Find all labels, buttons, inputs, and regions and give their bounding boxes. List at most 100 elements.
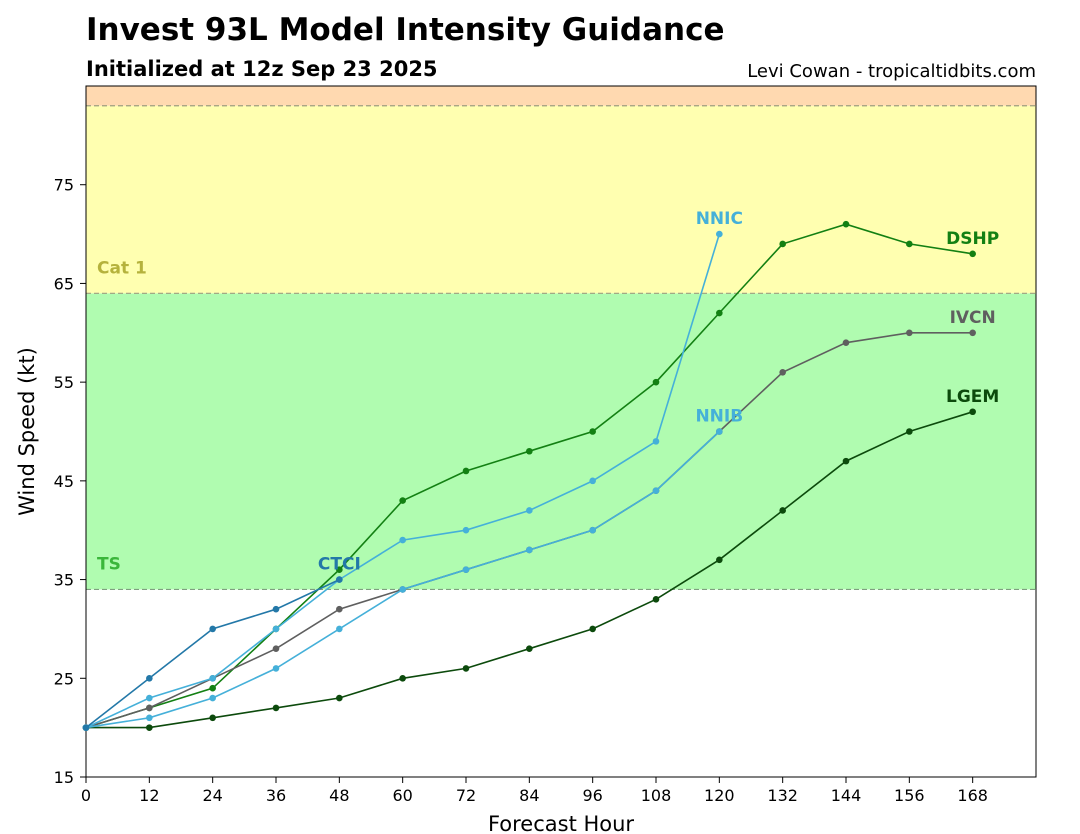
- band-upper: [86, 86, 1036, 106]
- data-point-nnib: [462, 566, 470, 573]
- data-point-lgem: [779, 507, 786, 514]
- data-point-dshp: [906, 240, 913, 248]
- band-cat-1: [86, 105, 1036, 294]
- y-axis-label: Wind Speed (kt): [15, 347, 39, 516]
- data-point-ctci: [209, 625, 216, 633]
- y-tick-label: 75: [54, 176, 74, 195]
- data-point-dshp: [526, 447, 533, 455]
- y-tick-label: 35: [54, 571, 74, 590]
- data-point-lgem: [652, 596, 660, 603]
- data-point-nnib: [526, 546, 533, 554]
- series-label-ctci: CTCI: [318, 555, 361, 575]
- data-point-nnic: [146, 694, 153, 702]
- x-tick-label: 36: [266, 786, 286, 805]
- x-tick-label: 96: [582, 786, 602, 805]
- data-point-ivcn: [906, 329, 913, 337]
- y-tick-label: 45: [54, 472, 74, 491]
- data-point-ctci: [146, 674, 153, 682]
- data-point-dshp: [842, 220, 850, 228]
- data-point-ivcn: [272, 645, 280, 652]
- data-point-ctci: [82, 724, 90, 731]
- data-point-nnic: [652, 438, 660, 445]
- data-point-ivcn: [779, 368, 786, 376]
- chart-axes: 0 12 24 36 48 60 72 84 96 108 120 132 144 156 168 15 25 3…: [54, 85, 1037, 805]
- plot-frame: [85, 85, 1037, 778]
- data-point-nnic: [526, 507, 533, 514]
- data-point-lgem: [146, 724, 153, 731]
- chart-credit: Levi Cowan - tropicaltidbits.com: [747, 61, 1036, 82]
- data-point-nnib: [209, 694, 216, 702]
- series-label-dshp: DSHP: [946, 229, 999, 249]
- data-point-nnic: [589, 477, 596, 485]
- x-tick-label: 132: [767, 786, 798, 805]
- x-tick-label: 108: [641, 786, 672, 805]
- y-tick-label: 55: [54, 373, 74, 392]
- model-series: [82, 220, 976, 731]
- y-tick-label: 65: [54, 274, 74, 293]
- data-point-lgem: [272, 704, 280, 712]
- intensity-bands: TS Cat 1: [86, 86, 1036, 591]
- data-point-ivcn: [336, 605, 343, 613]
- x-tick-label: 84: [519, 786, 539, 805]
- data-point-lgem: [716, 556, 723, 564]
- data-point-dshp: [652, 378, 660, 386]
- band-label: Cat 1: [97, 258, 147, 278]
- data-point-ivcn: [842, 339, 850, 346]
- series-nnic: [82, 230, 723, 731]
- data-point-ivcn: [146, 704, 153, 712]
- series-line-ctci: [85, 578, 340, 729]
- data-point-dshp: [209, 684, 216, 692]
- data-point-dshp: [399, 497, 406, 504]
- data-point-lgem: [906, 428, 913, 435]
- x-tick-label: 60: [392, 786, 412, 805]
- x-tick-label: 168: [957, 786, 988, 805]
- data-point-dshp: [969, 250, 976, 258]
- x-tick-label: 0: [81, 786, 91, 805]
- data-point-nnib: [399, 586, 406, 593]
- data-point-dshp: [589, 428, 596, 435]
- series-label-nnib: NNIB: [695, 407, 743, 427]
- x-tick-label: 12: [139, 786, 159, 805]
- data-point-ctci: [272, 605, 280, 613]
- data-point-ctci: [336, 576, 343, 583]
- chart-title: Invest 93L Model Intensity Guidance: [86, 12, 725, 48]
- data-point-dshp: [336, 566, 343, 573]
- series-label-ivcn: IVCN: [950, 308, 996, 328]
- data-point-lgem: [462, 665, 470, 672]
- chart-subtitle: Initialized at 12z Sep 23 2025: [86, 57, 438, 81]
- data-point-nnib: [652, 487, 660, 495]
- series-ctci: [82, 576, 343, 731]
- series-label-lgem: LGEM: [946, 387, 999, 407]
- data-point-lgem: [969, 408, 976, 416]
- data-point-nnib: [589, 526, 596, 534]
- data-point-dshp: [462, 467, 470, 475]
- data-point-nnic: [462, 526, 470, 534]
- data-point-dshp: [779, 240, 786, 248]
- x-tick-label: 48: [329, 786, 349, 805]
- y-tick-label: 15: [54, 768, 74, 787]
- data-point-lgem: [336, 694, 343, 702]
- x-tick-label: 120: [704, 786, 735, 805]
- x-tick-label: 156: [894, 786, 925, 805]
- data-point-nnib: [336, 625, 343, 633]
- data-point-lgem: [589, 625, 596, 633]
- x-tick-label: 24: [202, 786, 222, 805]
- series-lgem: [82, 408, 976, 731]
- data-point-nnic: [209, 674, 216, 682]
- x-tick-label: 144: [831, 786, 862, 805]
- data-point-nnic: [716, 230, 723, 238]
- data-point-lgem: [842, 457, 850, 465]
- data-point-ivcn: [969, 329, 976, 337]
- band-label: TS: [97, 554, 121, 574]
- data-point-nnib: [716, 428, 723, 435]
- y-tick-label: 25: [54, 669, 74, 688]
- series-label-nnic: NNIC: [696, 209, 743, 229]
- data-point-lgem: [209, 714, 216, 722]
- data-point-lgem: [526, 645, 533, 652]
- data-point-nnic: [399, 536, 406, 544]
- x-tick-label: 72: [456, 786, 476, 805]
- series-labels: DSHP IVCN LGEM NNIC NNIB CTCI: [318, 209, 999, 575]
- data-point-nnib: [272, 665, 280, 672]
- data-point-dshp: [716, 309, 723, 317]
